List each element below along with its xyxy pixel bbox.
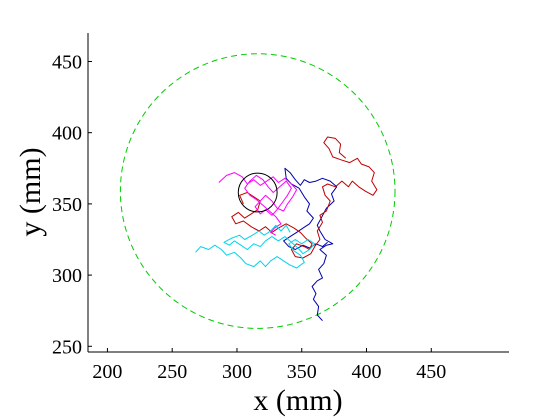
y-tick-label: 450 bbox=[52, 51, 82, 73]
x-tick-label: 450 bbox=[416, 361, 446, 383]
x-tick-label: 400 bbox=[352, 361, 382, 383]
trajectory-line-4 bbox=[195, 224, 316, 269]
x-tick-label: 250 bbox=[157, 361, 187, 383]
trajectory-series bbox=[195, 136, 378, 322]
x-tick-label: 350 bbox=[287, 361, 317, 383]
trajectory-line-2 bbox=[231, 136, 378, 259]
y-axis-label: y (mm) bbox=[14, 147, 47, 236]
y-tick-label: 250 bbox=[52, 336, 82, 358]
trajectory-line-3 bbox=[218, 172, 298, 236]
x-axis-label: x (mm) bbox=[253, 384, 342, 417]
arena-boundary-circle bbox=[119, 53, 396, 329]
y-tick-label: 300 bbox=[52, 265, 82, 287]
y-tick-label: 350 bbox=[52, 194, 82, 216]
x-tick-label: 200 bbox=[92, 361, 122, 383]
y-ticks: 250 300 350 400 450 bbox=[52, 51, 92, 358]
x-tick-label: 300 bbox=[222, 361, 252, 383]
target-circle bbox=[237, 172, 278, 213]
x-ticks: 200 250 300 350 400 450 bbox=[92, 348, 446, 383]
plot-area: 200 250 300 350 400 450 250 300 350 400 450 bbox=[52, 33, 509, 383]
trajectory-line-1 bbox=[283, 167, 338, 322]
y-tick-label: 400 bbox=[52, 123, 82, 145]
